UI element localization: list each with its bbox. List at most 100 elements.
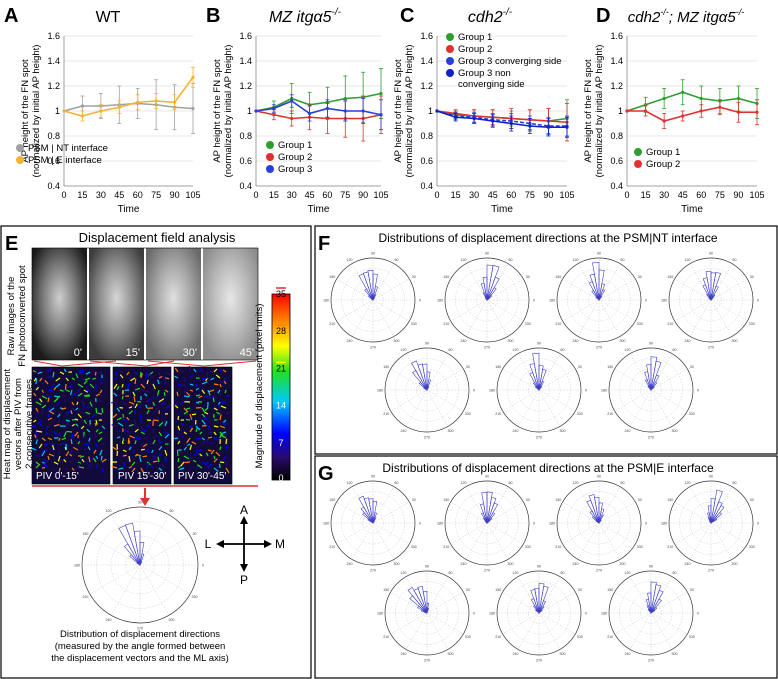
polar-spoke xyxy=(336,299,374,322)
polar-angle-label: 270 xyxy=(708,569,714,573)
displacement-vector xyxy=(222,377,227,383)
displacement-vector xyxy=(97,437,103,443)
y-tick-label: 1.2 xyxy=(420,81,433,91)
displacement-vector xyxy=(208,389,215,393)
polar-spoke xyxy=(372,263,395,301)
colorbar-tick-label: 28 xyxy=(276,326,286,336)
legend-label: Group 3 converging side xyxy=(458,56,562,67)
polar-angle-label: 180 xyxy=(437,299,443,303)
displacement-vector xyxy=(93,432,97,439)
displacement-vector xyxy=(177,383,184,387)
displacement-vector xyxy=(95,419,98,425)
displacement-vector xyxy=(187,467,191,474)
displacement-vector xyxy=(156,389,160,396)
polar-spoke xyxy=(486,522,524,545)
displacement-vector xyxy=(59,460,65,463)
colorbar-ticks: 0 7 14 21 28 35 xyxy=(276,287,286,483)
displacement-vector xyxy=(65,467,70,471)
displacement-vector xyxy=(122,401,128,406)
polar-angle-label: 90 xyxy=(425,342,429,346)
y-axis-label-line2: (normalized by initial AP height) xyxy=(223,45,234,178)
displacement-vector xyxy=(183,389,187,394)
x-tick-label: 45 xyxy=(114,190,124,200)
displacement-vector xyxy=(128,465,133,469)
displacement-vector xyxy=(195,449,199,456)
displacement-vector xyxy=(128,440,131,445)
displacement-vector xyxy=(180,401,185,405)
panel-b-title: MZ itgα5-/- xyxy=(269,7,342,26)
data-point xyxy=(625,109,629,113)
displacement-vector xyxy=(195,401,200,404)
displacement-vector xyxy=(121,395,124,400)
polar-angle-label: 270 xyxy=(484,346,490,350)
polar-angle-label: 270 xyxy=(137,627,143,631)
polar-spoke xyxy=(426,576,449,614)
displacement-vector xyxy=(78,466,85,469)
polar-wedge xyxy=(591,515,600,524)
displacement-vector xyxy=(164,434,170,439)
polar-angle-label: 150 xyxy=(329,275,335,279)
polar-angle-label: 330 xyxy=(749,545,755,549)
legend-label: Group 2 xyxy=(278,152,312,163)
displacement-vector xyxy=(213,467,219,473)
displacement-vector xyxy=(225,445,228,451)
y-axis-label-line1: AP height of the FN spot xyxy=(212,59,223,163)
displacement-vector xyxy=(118,467,124,470)
polar-spoke xyxy=(465,299,488,337)
polar-spoke xyxy=(465,522,488,560)
legend-label: Group 3 xyxy=(278,164,312,175)
polar-angle-label: 60 xyxy=(395,481,399,485)
data-point xyxy=(662,119,666,123)
displacement-vector xyxy=(219,383,222,388)
polar-angle-label: 300 xyxy=(394,339,400,343)
polar-angle-label: 0 xyxy=(645,299,647,303)
displacement-vector xyxy=(39,423,43,427)
legend-marker xyxy=(266,153,274,161)
displacement-vector xyxy=(47,395,52,399)
displacement-vector xyxy=(158,453,162,457)
displacement-vector xyxy=(134,403,138,409)
polar-spoke xyxy=(372,522,395,560)
y-axis-label: AP height of the FN spot(normalized by i… xyxy=(212,45,234,178)
polar-angle-label: 270 xyxy=(536,659,542,663)
polar-rose-plot: 0 30 60 90 120 150 180 210 240 270 300 330 xyxy=(437,252,535,350)
polar-angle-label: 210 xyxy=(329,545,335,549)
polar-spoke xyxy=(139,514,170,566)
displacement-vector xyxy=(181,434,185,439)
displacement-vector xyxy=(92,457,97,463)
x-tick-label: 105 xyxy=(185,190,200,200)
y-tick-label: 1.6 xyxy=(47,31,60,41)
polar-spoke xyxy=(426,612,449,650)
panel-c-title: cdh2-/- xyxy=(468,7,513,26)
displacement-vector xyxy=(116,436,121,439)
polar-angle-label: 210 xyxy=(555,322,561,326)
displacement-vector xyxy=(164,389,169,393)
displacement-vector xyxy=(128,406,133,409)
data-point xyxy=(307,111,312,116)
data-point xyxy=(172,100,177,104)
panel-f-heading: Distributions of displacement directions… xyxy=(378,231,717,245)
displacement-vector xyxy=(53,461,59,465)
displacement-vector xyxy=(88,456,91,463)
displacement-vector xyxy=(65,411,71,415)
displacement-vector xyxy=(83,432,87,439)
y-tick-label: 1.4 xyxy=(47,56,60,66)
displacement-vector xyxy=(94,422,97,427)
displacement-vector xyxy=(158,431,163,437)
colorbar-tick-label: 14 xyxy=(276,401,286,411)
displacement-vector xyxy=(199,431,203,435)
x-tick-label: 30 xyxy=(96,190,106,200)
polar-rose-plot: 0 30 60 90 120 150 180 210 240 270 300 330 xyxy=(549,252,647,350)
displacement-vector xyxy=(33,392,37,397)
polar-angle-label: 150 xyxy=(443,498,449,502)
polar-spoke xyxy=(562,299,600,322)
displacement-vector xyxy=(111,401,118,404)
series-line xyxy=(436,110,568,124)
displacement-vector xyxy=(122,449,127,453)
displacement-vector xyxy=(150,465,154,469)
displacement-vector xyxy=(223,455,227,460)
displacement-vector xyxy=(225,467,230,474)
polar-angle-label: 90 xyxy=(649,342,653,346)
displacement-vector xyxy=(57,419,61,424)
polar-angle-label: 300 xyxy=(448,429,454,433)
